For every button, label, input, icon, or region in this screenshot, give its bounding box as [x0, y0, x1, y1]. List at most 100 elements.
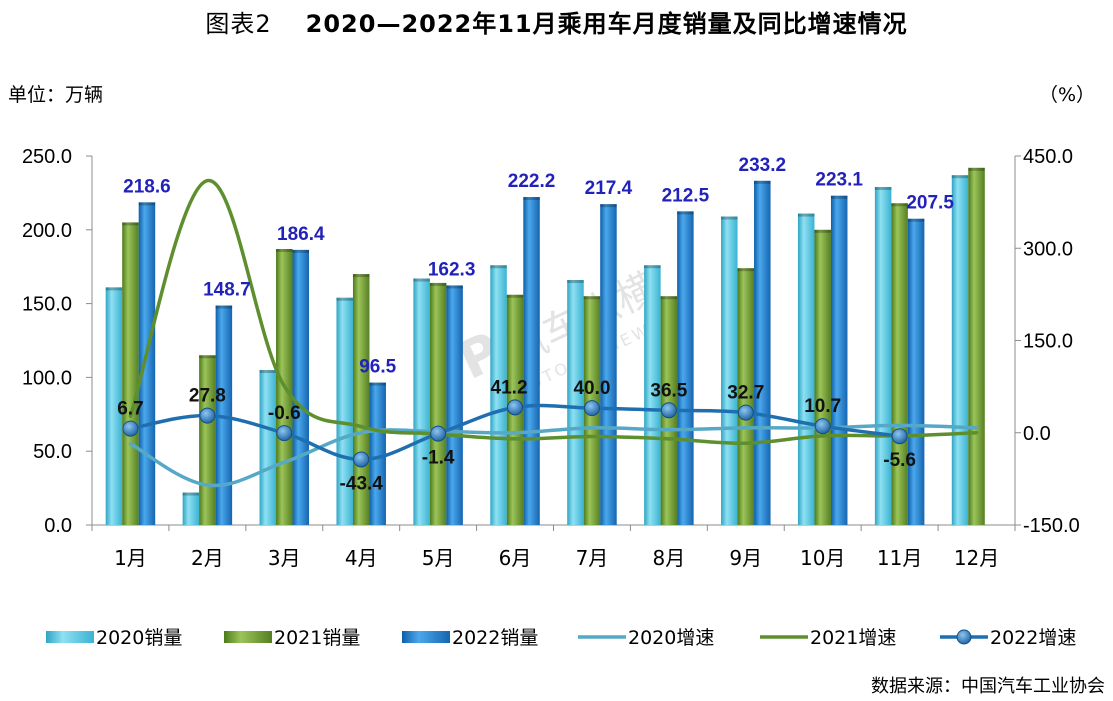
bar-2020-top — [259, 370, 277, 374]
bar-2021 — [199, 355, 216, 525]
point-2022-growth — [891, 428, 908, 445]
bar-2020-top — [336, 297, 353, 301]
right-tick-label: 300.0 — [1023, 238, 1073, 260]
category-label: 9月 — [729, 546, 762, 570]
bar-2022-top — [138, 202, 156, 206]
bar-2020-top — [874, 186, 892, 190]
legend-swatch — [224, 631, 272, 643]
legend-label: 2022销量 — [452, 627, 538, 649]
growth-2022-value-label: 27.8 — [189, 386, 226, 407]
bar-2022-value-label: 233.2 — [739, 155, 787, 176]
legend-item-2022-growth[interactable]: 2022增速 — [940, 627, 1076, 649]
bar-2020-top — [567, 279, 584, 283]
bar-2020 — [490, 265, 507, 525]
bar-2022 — [292, 249, 310, 525]
growth-2022-value-label: 10.7 — [804, 396, 841, 417]
point-2022-growth — [507, 399, 524, 416]
line-2021-growth — [128, 178, 979, 445]
left-tick-label: 200.0 — [22, 220, 72, 242]
legend-label: 2021销量 — [274, 627, 360, 649]
bar-2020 — [721, 216, 738, 526]
point-2022-growth — [199, 407, 216, 424]
bar-2021 — [737, 268, 755, 525]
growth-2022-value-label: 40.0 — [573, 378, 610, 399]
bar-2022-value-label: 222.2 — [508, 171, 556, 192]
bar-2022-top — [600, 204, 617, 208]
category-label: 4月 — [345, 546, 378, 570]
bar-2020 — [105, 287, 123, 525]
category-label: 3月 — [268, 546, 301, 570]
bar-2020 — [797, 213, 815, 525]
legend-marker — [956, 629, 972, 645]
bar-2020 — [413, 278, 430, 525]
legend-item-2022-sales[interactable]: 2022销量 — [402, 627, 538, 649]
watermark: P 汽车纵横 AUTO REVIEW — [450, 265, 664, 399]
bar-2022-top — [523, 197, 540, 201]
point-2022-growth — [122, 420, 139, 437]
bar-2020-top — [182, 492, 200, 496]
legend-item-2020-growth[interactable]: 2020增速 — [578, 627, 714, 649]
bar-2020 — [874, 186, 892, 525]
legend-item-2021-sales[interactable]: 2021销量 — [224, 627, 360, 649]
bar-2020-top — [797, 213, 815, 217]
legend-label: 2022增速 — [990, 627, 1076, 649]
legend-item-2020-sales[interactable]: 2020销量 — [46, 627, 182, 649]
bar-2022-value-label: 218.6 — [123, 176, 171, 197]
bar-2021-top — [737, 268, 755, 272]
bar-2022-value-label: 212.5 — [662, 185, 710, 206]
bar-2021 — [814, 229, 831, 526]
point-2022-growth — [814, 418, 831, 435]
category-label: 12月 — [954, 546, 999, 570]
growth-2022-value-label: -0.6 — [268, 403, 301, 424]
category-label: 10月 — [800, 546, 845, 570]
bar-2022-top — [446, 285, 463, 289]
bar-2022-value-label: 186.4 — [277, 224, 325, 245]
bar-2020 — [951, 175, 969, 526]
point-2022-growth — [583, 400, 600, 417]
bar-2020-top — [105, 287, 123, 291]
bar-2022 — [369, 382, 386, 525]
legend-swatch — [46, 631, 94, 643]
bar-2021-top — [506, 294, 524, 298]
bar-2022-top — [907, 218, 925, 222]
point-2022-growth — [353, 451, 370, 468]
bar-2021-top — [276, 248, 293, 252]
bar-2020 — [336, 297, 353, 525]
bar-2022 — [754, 180, 771, 525]
growth-2022-value-label: 41.2 — [491, 377, 528, 398]
bar-2022-top — [369, 382, 386, 386]
bar-2020-top — [951, 175, 969, 179]
legend-item-2021-growth[interactable]: 2021增速 — [760, 627, 896, 649]
bar-2020 — [567, 279, 584, 525]
growth-2022-value-label: -5.6 — [883, 450, 916, 471]
category-label: 7月 — [576, 546, 609, 570]
growth-2022-value-label: 32.7 — [727, 383, 764, 404]
category-label: 6月 — [499, 546, 532, 570]
growth-2022-value-label: -43.4 — [340, 473, 384, 494]
category-label: 5月 — [422, 546, 455, 570]
legend-label: 2021增速 — [810, 627, 896, 649]
chart-title: 图表2 2020—2022年11月乘用车月度销量及同比增速情况 — [0, 4, 1113, 39]
bar-2020-top — [644, 265, 661, 269]
bar-2022-top — [677, 211, 694, 215]
data-source: 数据来源：中国汽车工业协会 — [871, 676, 1105, 697]
bar-2021-top — [199, 355, 216, 359]
bar-2022-value-label: 217.4 — [585, 178, 633, 199]
bar-2021-top — [352, 274, 370, 278]
bar-2022 — [600, 204, 617, 525]
bar-2021 — [968, 167, 985, 526]
bar-2022 — [215, 305, 233, 525]
chart-title-main: 2020—2022年11月乘用车月度销量及同比增速情况 — [305, 10, 908, 38]
bar-2021-top — [891, 203, 908, 207]
bar-2022 — [907, 218, 925, 526]
bar-2022-top — [292, 249, 310, 253]
bar-2022 — [446, 285, 463, 525]
bar-2020 — [259, 370, 277, 525]
left-tick-label: 0.0 — [44, 515, 72, 537]
bar-2022-value-label: 223.1 — [815, 170, 863, 191]
bar-2022-top — [754, 180, 771, 184]
left-tick-label: 100.0 — [22, 367, 72, 389]
bar-2022 — [138, 202, 156, 525]
bar-2021-top — [968, 167, 985, 171]
